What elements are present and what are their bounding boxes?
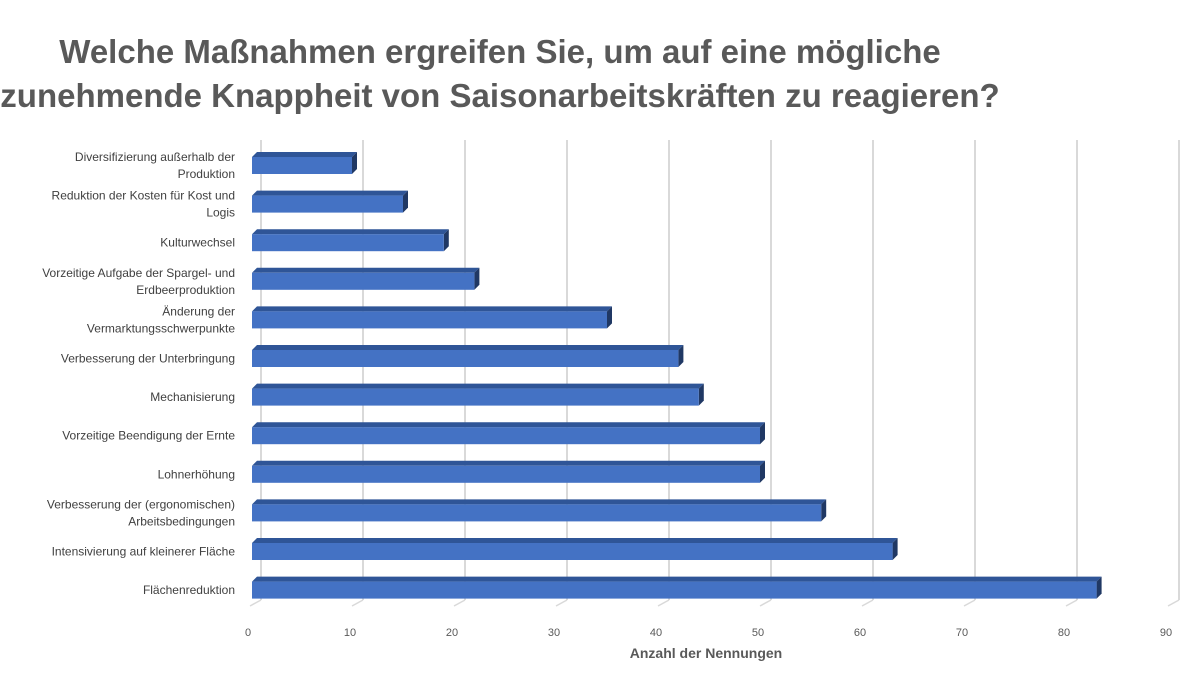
bar (252, 576, 1102, 599)
category-label: Verbesserung der (ergonomischen) (47, 497, 235, 511)
bar-top (252, 576, 1102, 582)
x-tick-label: 70 (956, 627, 968, 639)
category-label: Arbeitsbedingungen (128, 514, 235, 528)
bar-side (892, 538, 898, 560)
gridline-depth (453, 599, 466, 607)
bar-top (252, 229, 449, 235)
category-label: Vorzeitige Aufgabe der Spargel- und (42, 266, 235, 280)
bar-front (252, 157, 352, 174)
bar-side (403, 190, 408, 213)
category-label: Logis (206, 206, 235, 220)
bar-top (252, 460, 765, 466)
bar-top (252, 190, 408, 196)
bar-side (443, 229, 449, 252)
bar-side (698, 383, 704, 406)
title-line: Welche Maßnahmen ergreifen Sie, um auf e… (59, 33, 941, 70)
x-tick-label: 90 (1160, 627, 1172, 639)
gridline-depth (351, 599, 364, 607)
bar (252, 383, 704, 406)
bar-front (252, 311, 607, 329)
bar (252, 345, 684, 367)
bar (252, 538, 898, 560)
gridline-depth (963, 599, 976, 607)
category-label: Verbesserung der Unterbringung (61, 352, 235, 366)
gridline-depth (1167, 599, 1180, 607)
bar-front (252, 350, 679, 367)
bar-front (252, 543, 893, 560)
category-label: Diversifizierung außerhalb der (75, 150, 235, 164)
chart-title: Welche Maßnahmen ergreifen Sie, um auf e… (0, 30, 1000, 118)
gridline-depth (657, 599, 670, 607)
bar-front (252, 195, 403, 213)
gridline-depth (1065, 599, 1078, 607)
category-label: Flächenreduktion (143, 583, 235, 597)
bar (252, 460, 765, 483)
x-axis-label: Anzahl der Nennungen (630, 645, 782, 661)
category-label: Produktion (178, 167, 235, 181)
bar-front (252, 427, 760, 445)
bar (252, 422, 765, 445)
bar-side (760, 460, 765, 483)
bar-front (252, 504, 822, 522)
gridline-depth (249, 599, 262, 607)
x-tick-label: 0 (245, 627, 251, 639)
bar (252, 229, 449, 252)
title-line: zunehmende Knappheit von Saisonarbeitskr… (0, 77, 1000, 114)
bar-side (760, 422, 765, 445)
bar (252, 152, 357, 174)
category-label: Lohnerhöhung (158, 467, 235, 481)
bar-top (252, 422, 765, 428)
x-tick-label: 40 (650, 627, 662, 639)
bar-front (252, 234, 444, 252)
bar-side (1096, 576, 1102, 599)
bar (252, 306, 612, 329)
category-label: Intensivierung auf kleinerer Fläche (52, 545, 236, 559)
bar-top (252, 383, 704, 389)
x-tick-label: 60 (854, 627, 866, 639)
x-tick-label: 20 (446, 627, 458, 639)
bar (252, 267, 480, 290)
bar-top (252, 499, 827, 505)
bar-top (252, 152, 357, 157)
x-tick-label: 30 (548, 627, 560, 639)
x-tick-label: 50 (752, 627, 764, 639)
category-label: Kulturwechsel (160, 236, 235, 250)
bar-side (474, 267, 480, 290)
x-tick-label: 10 (344, 627, 356, 639)
bar (252, 499, 827, 522)
bar-top (252, 267, 480, 273)
x-tick-label: 80 (1058, 627, 1070, 639)
bar-front (252, 272, 475, 290)
category-label: Mechanisierung (150, 390, 235, 404)
bar-top (252, 345, 684, 350)
gridline-depth (759, 599, 772, 607)
bar-front (252, 388, 699, 406)
category-label: Reduktion der Kosten für Kost und (52, 189, 235, 203)
category-label: Vorzeitige Beendigung der Ernte (62, 429, 235, 443)
category-label: Änderung der (162, 304, 235, 318)
category-label: Vermarktungsschwerpunkte (87, 321, 235, 335)
bar (252, 190, 408, 213)
bar-side (607, 306, 612, 329)
bar-front (252, 465, 760, 483)
bar-top (252, 538, 898, 543)
gridline-depth (861, 599, 874, 607)
bar-front (252, 581, 1097, 599)
bar-side (821, 499, 827, 522)
category-label: Erdbeerproduktion (136, 283, 235, 297)
gridline-depth (555, 599, 568, 607)
bar-top (252, 306, 612, 312)
bar-side (352, 152, 357, 174)
bar-side (678, 345, 684, 367)
